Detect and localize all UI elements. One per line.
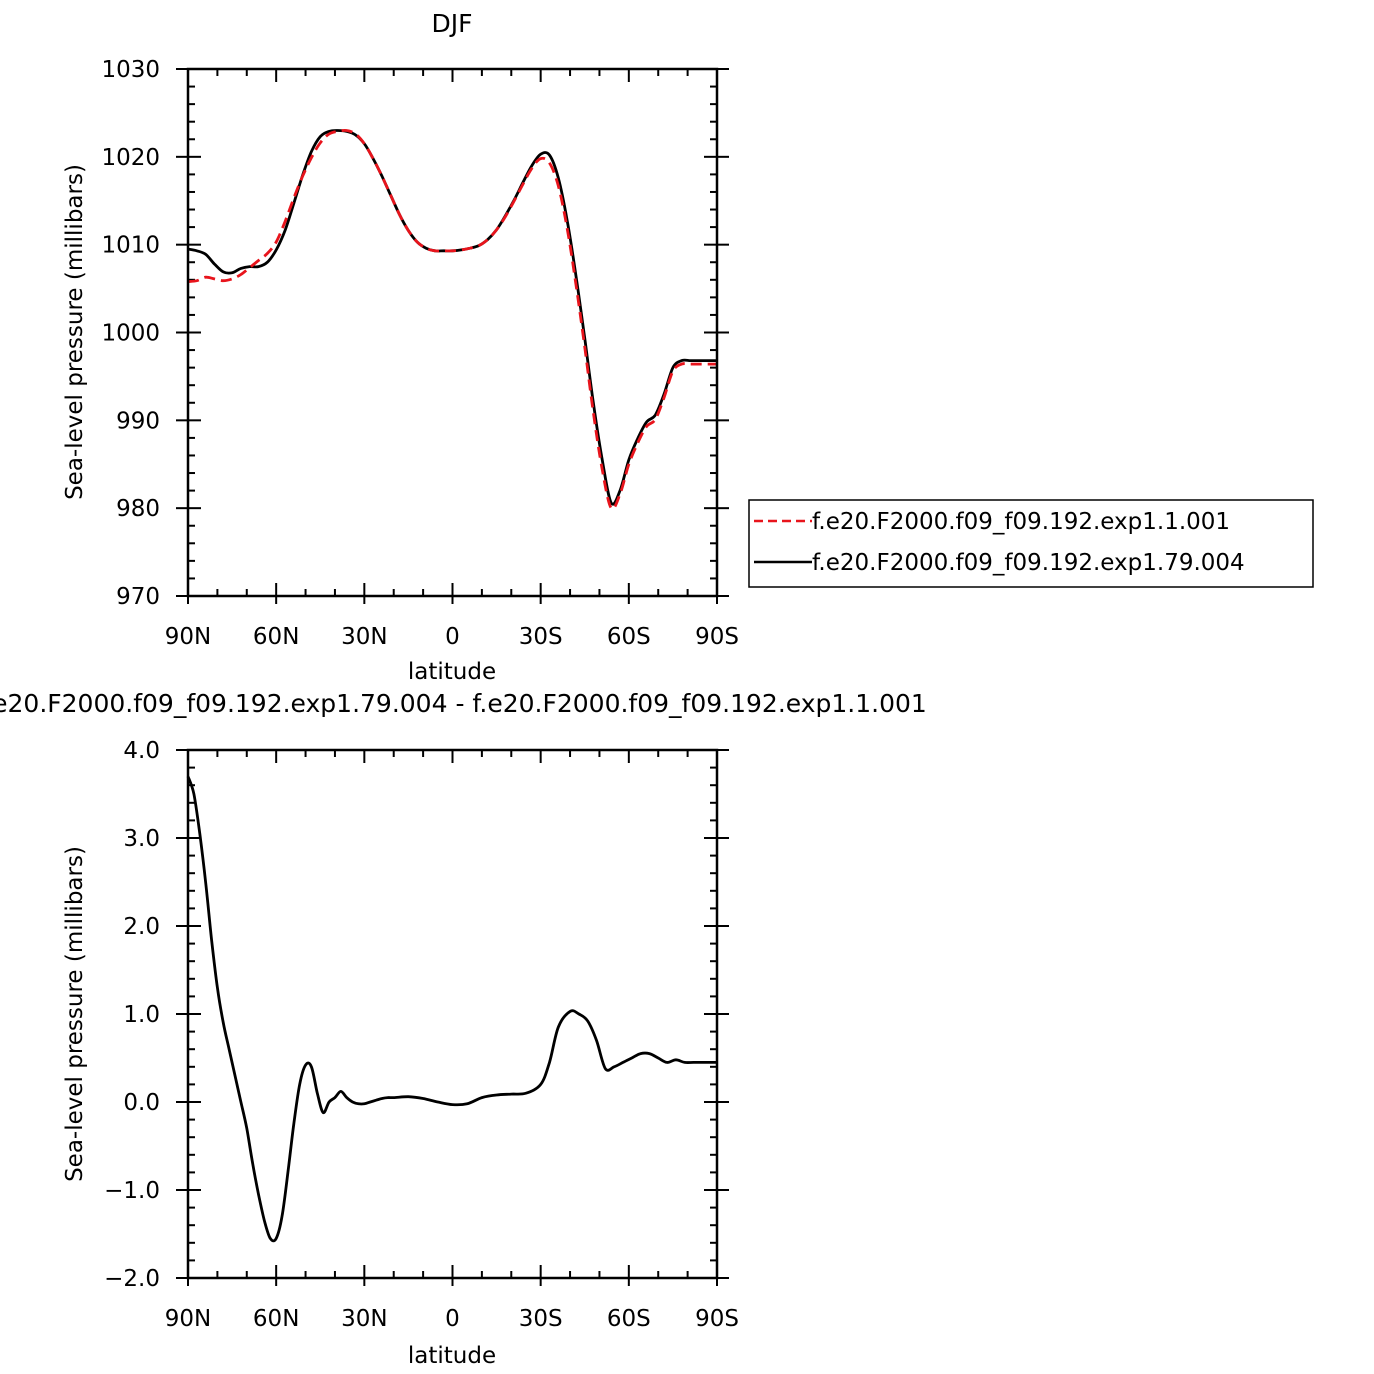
top-series-line-1 [187,128,717,511]
bottom-series-group [186,775,717,1243]
top-y-axis-label: Sea-level pressure (millibars) [62,164,88,500]
top-x-tick-label: 90N [165,624,211,650]
bottom-x-tick-label: 90N [165,1306,211,1332]
top-y-tick-label: 1020 [101,145,160,171]
top-axis-ticks: 90N 60N 30N 0 30S 60S 90S 1030 1020 1010 1000 990 98… [101,57,738,650]
bottom-y-tick-label: 3.0 [123,826,160,852]
bottom-y-tick-label: 2.0 [123,914,160,940]
bottom-y-tick-label: −1.0 [104,1178,160,1204]
top-series-line-2 [187,129,717,506]
top-x-axis-label: latitude [408,659,496,685]
top-y-tick-label: 970 [116,584,160,610]
bottom-series-line-1 [186,775,717,1243]
top-x-tick-label: 60S [607,624,651,650]
bottom-y-tick-label: 0.0 [123,1090,160,1116]
legend-box [748,499,1314,588]
top-series-group [187,128,717,511]
bottom-y-tick-label: 4.0 [123,738,160,764]
bottom-x-axis-label: latitude [408,1343,496,1369]
bottom-x-tick-label: 60N [253,1306,299,1332]
top-plot-frame [186,67,719,598]
top-y-tick-label: 990 [116,408,160,434]
top-y-tick-label: 980 [116,496,160,522]
top-y-tick-label: 1030 [101,57,160,83]
top-x-tick-label: 60N [253,624,299,650]
bottom-x-tick-label: 60S [607,1306,651,1332]
bottom-chart-title: f.e20.F2000.f09_f09.192.exp1.79.004 - f.… [0,689,927,718]
bottom-x-tick-label: 30N [341,1306,387,1332]
legend-label-series-1: f.e20.F2000.f09_f09.192.exp1.1.001 [812,509,1230,535]
top-y-tick-label: 1010 [101,233,160,259]
bottom-plot-frame [186,748,719,1280]
top-chart-title: DJF [431,9,472,38]
bottom-x-tick-label: 30S [519,1306,563,1332]
top-panel: DJF 90N 60N 30N 0 30S 60S 90S10301020101010009… [62,9,739,685]
bottom-y-tick-label: 1.0 [123,1002,160,1028]
bottom-x-tick-label: 0 [445,1306,460,1332]
bottom-x-tick-label: 90S [695,1306,739,1332]
legend-label-series-2: f.e20.F2000.f09_f09.192.exp1.79.004 [812,550,1245,576]
top-x-tick-label: 30S [519,624,563,650]
bottom-axis-ticks: 90N 60N 30N 0 30S 60S 90S 4.0 3.0 2.0 1.0 0.0 −1.0 −2… [104,738,739,1332]
top-x-tick-label: 30N [341,624,387,650]
bottom-y-tick-label: −2.0 [104,1266,160,1292]
top-y-tick-label: 1000 [101,321,160,347]
top-x-tick-label: 90S [695,624,739,650]
bottom-y-axis-label: Sea-level pressure (millibars) [62,846,88,1182]
top-x-tick-label: 0 [445,624,460,650]
legend: f.e20.F2000.f09_f09.192.exp1.1.001 f.e20… [748,499,1314,588]
bottom-panel: f.e20.F2000.f09_f09.192.exp1.79.004 - f.… [0,689,927,1369]
